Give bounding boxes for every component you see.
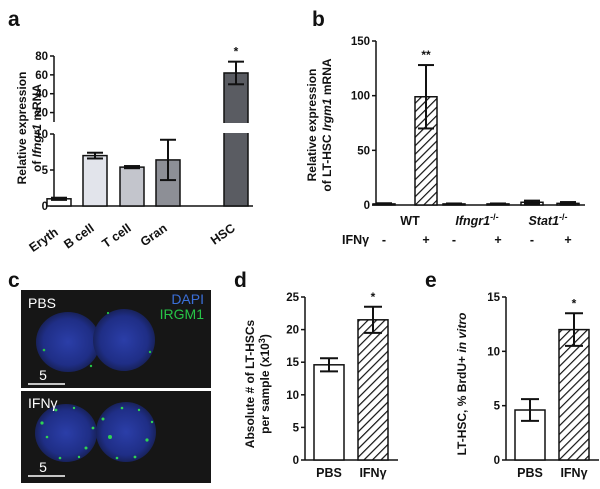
nucleus-icon bbox=[96, 402, 156, 462]
axis-break-gap bbox=[222, 123, 251, 133]
y-tick-label: 150 bbox=[351, 36, 370, 48]
panel-a-ylabel-line2: of Ifngr1 mRNA bbox=[30, 84, 44, 172]
y-tick-label: 15 bbox=[487, 292, 500, 304]
panel-d-ylabel-line2: per sample (x103) bbox=[257, 334, 272, 434]
treatment-sign: - bbox=[382, 233, 386, 247]
x-tick-label: Gran bbox=[138, 221, 170, 249]
panel-c-micrographs: PBS IFNγ DAPI IRGM1 5 5 bbox=[21, 290, 211, 483]
x-tick-label: PBS bbox=[517, 466, 543, 480]
x-tick-label: B cell bbox=[61, 221, 96, 252]
panel-b-group-ifngr1: Ifngr1-/- bbox=[455, 212, 498, 228]
panel-a-ylabel-line1: Relative expression bbox=[15, 72, 29, 185]
y-tick-label: 0 bbox=[364, 200, 370, 212]
significance-marker: * bbox=[572, 296, 577, 310]
panel-letter-a: a bbox=[8, 8, 20, 31]
y-tick-label: 10 bbox=[487, 346, 500, 358]
panel-a-chart: Relative expression of Ifngr1 mRNA 0 5 10 2… bbox=[15, 45, 253, 255]
panel-e-ylabel: LT-HSC, % BrdU+ in vitro bbox=[455, 313, 469, 456]
significance-marker: * bbox=[371, 290, 376, 304]
y-tick-label: 0 bbox=[494, 455, 500, 467]
panel-d-chart: Absolute # of LT-HSCs per sample (x103) … bbox=[243, 290, 398, 480]
y-tick-label: 50 bbox=[357, 145, 370, 157]
panel-e-chart: LT-HSC, % BrdU+ in vitro 0 5 10 15 PBS IFNγ * bbox=[455, 292, 599, 480]
panel-b-chart: Relative expression of LT-HSC Irgm1 mRNA… bbox=[305, 36, 585, 247]
nucleus-icon bbox=[36, 312, 100, 372]
panel-b-treatment-label: IFNγ bbox=[342, 233, 369, 247]
bar bbox=[313, 364, 345, 461]
panel-letter-d: d bbox=[234, 269, 247, 292]
y-tick-label: 25 bbox=[286, 292, 299, 304]
axis-break-gap bbox=[51, 123, 57, 133]
irgm1-puncta bbox=[42, 311, 152, 368]
bar bbox=[357, 319, 389, 461]
y-tick-label: 10 bbox=[286, 390, 299, 402]
panel-letter-c: c bbox=[8, 269, 20, 292]
treatment-sign: + bbox=[564, 233, 571, 247]
x-tick-label: IFNγ bbox=[359, 466, 386, 480]
panel-b-ylabel-line2: of LT-HSC Irgm1 mRNA bbox=[320, 58, 334, 191]
bar bbox=[82, 154, 108, 207]
y-tick-label: 5 bbox=[42, 165, 49, 177]
micrograph-pbs-label: PBS bbox=[28, 295, 56, 311]
x-tick-label: Eryth bbox=[27, 225, 61, 255]
panel-b-ylabel-line1: Relative expression bbox=[305, 69, 319, 182]
y-tick-label: 10 bbox=[35, 129, 48, 141]
scale-bar-label: 5 bbox=[39, 459, 47, 475]
x-tick-label: HSC bbox=[208, 221, 238, 248]
bar bbox=[558, 328, 590, 461]
y-tick-label: 40 bbox=[35, 89, 48, 101]
panel-letter-e: e bbox=[425, 269, 437, 292]
y-tick-label: 20 bbox=[35, 108, 48, 120]
x-tick-label: T cell bbox=[100, 221, 134, 251]
micrograph-ifng-label: IFNγ bbox=[28, 395, 58, 411]
panel-b-group-wt: WT bbox=[400, 214, 420, 228]
y-tick-label: 15 bbox=[286, 357, 299, 369]
treatment-sign: + bbox=[494, 233, 501, 247]
nucleus-icon bbox=[35, 404, 97, 462]
y-tick-label: 5 bbox=[293, 422, 300, 434]
panel-letter-b: b bbox=[312, 8, 325, 31]
y-tick-label: 100 bbox=[351, 91, 370, 103]
y-tick-label: 80 bbox=[35, 51, 48, 63]
scale-bar-label: 5 bbox=[39, 367, 47, 383]
legend-irgm1: IRGM1 bbox=[160, 306, 205, 322]
panel-b-group-stat1: Stat1-/- bbox=[528, 212, 567, 228]
significance-marker: * bbox=[234, 45, 239, 59]
significance-marker: ** bbox=[421, 48, 431, 62]
legend-dapi: DAPI bbox=[171, 291, 204, 307]
treatment-sign: - bbox=[530, 233, 534, 247]
panel-d-ylabel-line1: Absolute # of LT-HSCs bbox=[243, 319, 257, 448]
y-tick-label: 0 bbox=[42, 201, 48, 213]
y-tick-label: 0 bbox=[293, 455, 299, 467]
y-tick-label: 60 bbox=[35, 70, 48, 82]
x-tick-label: PBS bbox=[316, 466, 342, 480]
nucleus-icon bbox=[93, 309, 155, 371]
irgm1-puncta bbox=[40, 406, 154, 460]
bar bbox=[223, 72, 249, 207]
y-tick-label: 5 bbox=[494, 401, 501, 413]
bar bbox=[119, 166, 145, 207]
treatment-sign: + bbox=[422, 233, 429, 247]
treatment-sign: - bbox=[452, 233, 456, 247]
x-tick-label: IFNγ bbox=[560, 466, 587, 480]
y-tick-label: 20 bbox=[286, 325, 299, 337]
